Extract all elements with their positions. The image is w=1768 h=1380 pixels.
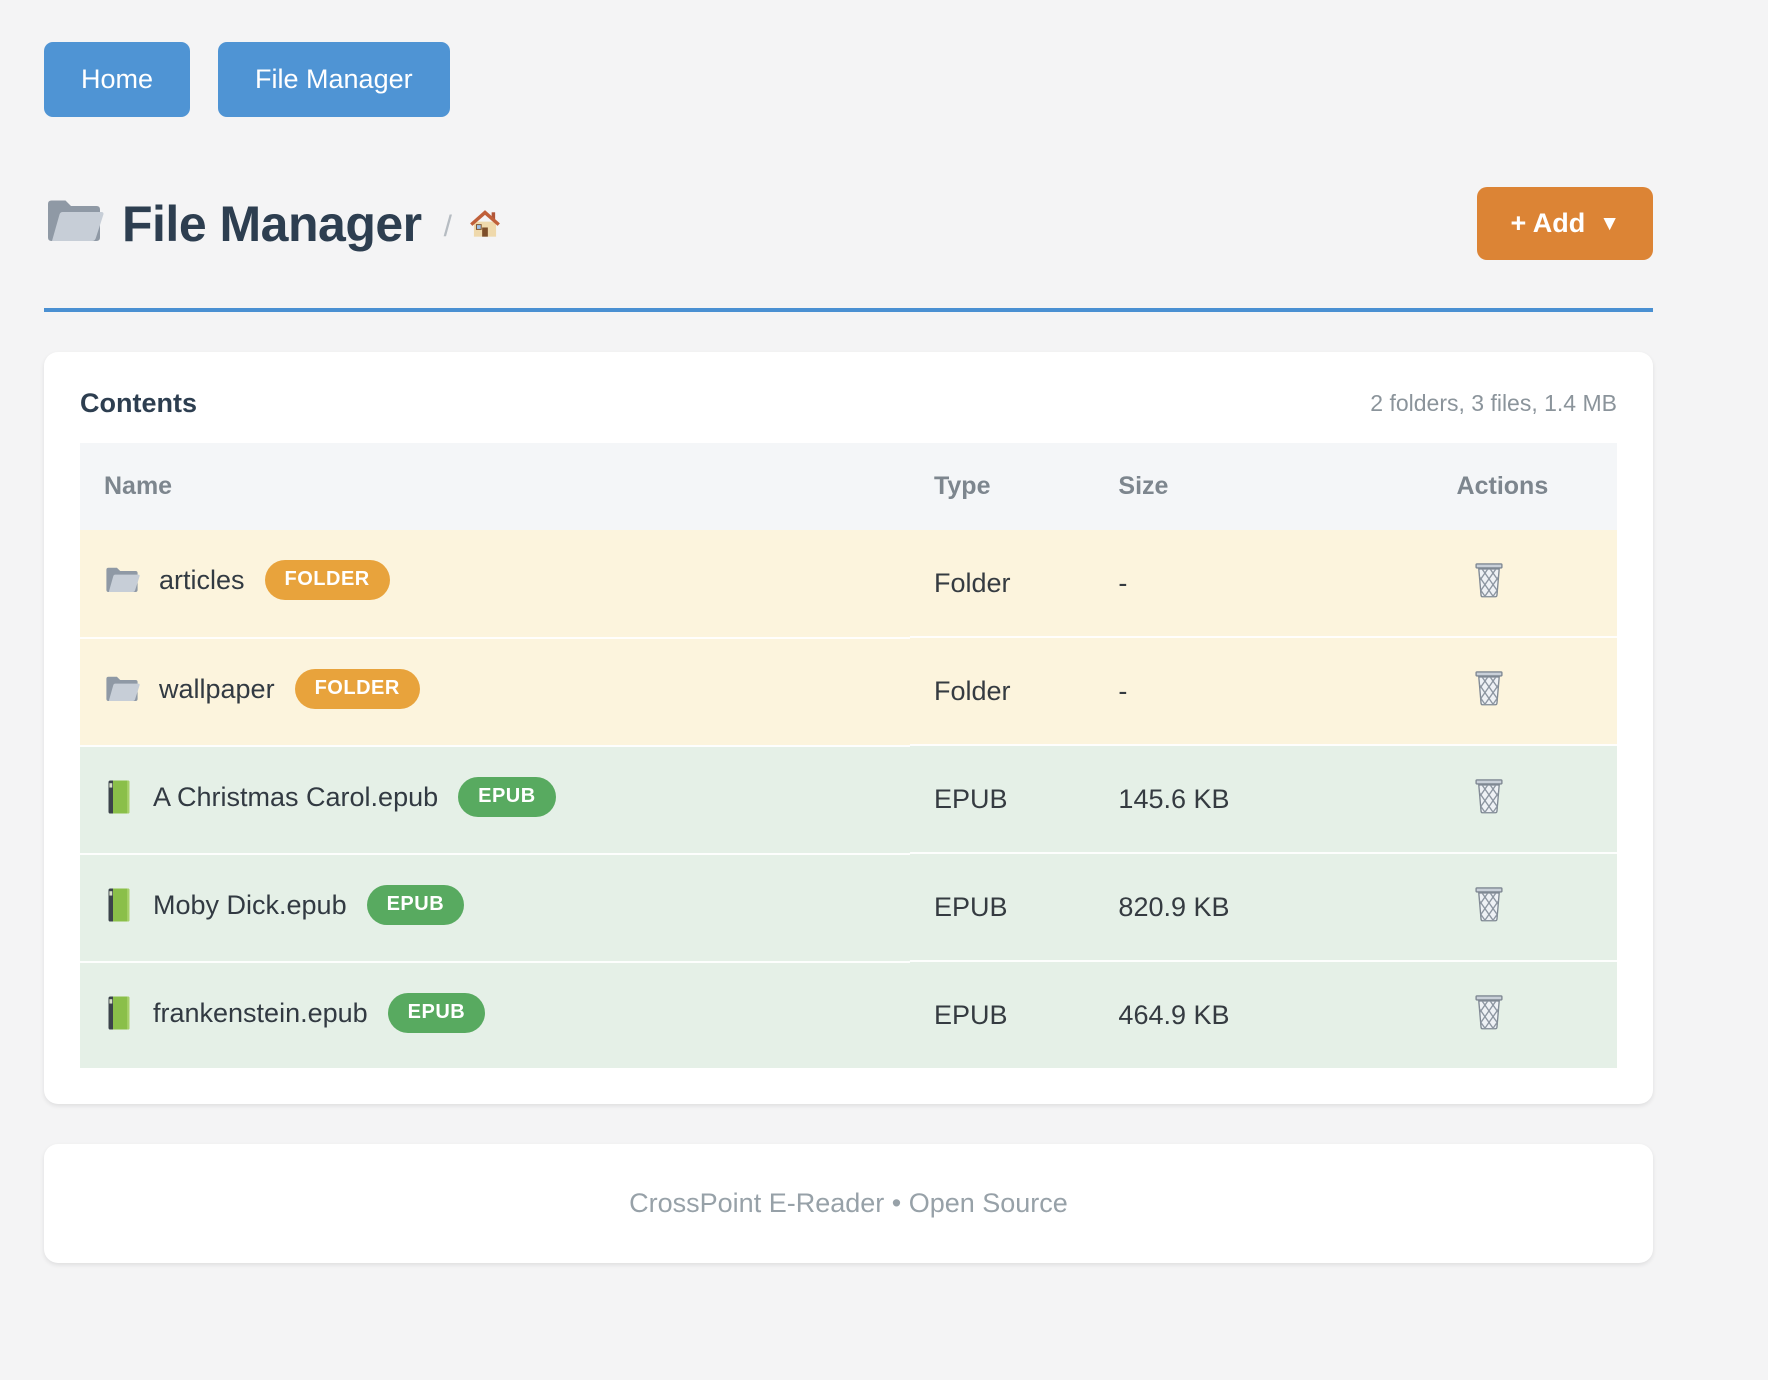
book-icon <box>104 779 134 815</box>
file-size: 145.6 KB <box>1094 744 1433 853</box>
file-name[interactable]: A Christmas Carol.epub <box>153 781 439 812</box>
top-navigation: Home File Manager <box>44 42 1653 117</box>
col-header-size: Size <box>1094 443 1433 530</box>
table-row-moby-dick[interactable]: Moby Dick.epub EPUB EPUB 820.9 KB <box>80 852 1617 961</box>
file-size: 464.9 KB <box>1094 960 1433 1068</box>
table-header-row: Name Type Size Actions <box>80 443 1617 530</box>
book-icon <box>104 887 134 923</box>
add-button[interactable]: + Add ▼ <box>1477 187 1653 260</box>
file-size: 820.9 KB <box>1094 852 1433 961</box>
file-name[interactable]: wallpaper <box>159 673 275 704</box>
file-type: EPUB <box>909 960 1095 1068</box>
table-row-articles[interactable]: articles FOLDER Folder - <box>80 530 1617 637</box>
contents-card: Contents 2 folders, 3 files, 1.4 MB Name… <box>44 352 1653 1104</box>
folder-badge: FOLDER <box>264 560 390 600</box>
folder-icon <box>104 564 140 596</box>
house-icon[interactable] <box>466 205 504 248</box>
file-name[interactable]: articles <box>159 564 245 595</box>
trash-icon[interactable] <box>1471 884 1507 923</box>
file-type: EPUB <box>909 852 1095 961</box>
footer-card: CrossPoint E-Reader • Open Source <box>44 1144 1653 1263</box>
footer-text: CrossPoint E-Reader • Open Source <box>629 1188 1068 1218</box>
epub-badge: EPUB <box>387 993 486 1033</box>
col-header-name: Name <box>80 443 910 530</box>
page-header: File Manager / + Add ▼ <box>44 187 1653 260</box>
title-wrap: File Manager / <box>44 195 504 253</box>
breadcrumb-separator: / <box>443 209 452 243</box>
contents-card-header: Contents 2 folders, 3 files, 1.4 MB <box>80 388 1617 419</box>
col-header-type: Type <box>909 443 1095 530</box>
nav-file-manager-button[interactable]: File Manager <box>218 42 450 117</box>
page: Home File Manager File Manager / + Add ▼… <box>44 0 1653 1263</box>
contents-summary: 2 folders, 3 files, 1.4 MB <box>1370 390 1617 416</box>
trash-icon[interactable] <box>1471 560 1507 599</box>
trash-icon[interactable] <box>1471 776 1507 815</box>
caret-down-icon: ▼ <box>1599 211 1620 235</box>
file-size: - <box>1094 636 1433 745</box>
table-row-christmas-carol[interactable]: A Christmas Carol.epub EPUB EPUB 145.6 K… <box>80 744 1617 853</box>
nav-home-button[interactable]: Home <box>44 42 191 117</box>
file-name[interactable]: Moby Dick.epub <box>153 889 347 920</box>
add-button-label: + Add <box>1510 208 1586 238</box>
page-title: File Manager <box>122 195 422 252</box>
header-divider <box>44 308 1653 312</box>
file-name[interactable]: frankenstein.epub <box>153 997 368 1028</box>
epub-badge: EPUB <box>458 777 556 817</box>
table-row-frankenstein[interactable]: frankenstein.epub EPUB EPUB 464.9 KB <box>80 960 1617 1068</box>
table-row-wallpaper[interactable]: wallpaper FOLDER Folder - <box>80 636 1617 745</box>
trash-icon[interactable] <box>1471 668 1507 707</box>
contents-title: Contents <box>80 388 197 418</box>
file-type: Folder <box>909 636 1095 745</box>
col-header-actions: Actions <box>1432 443 1617 530</box>
file-type: EPUB <box>909 744 1095 853</box>
trash-icon[interactable] <box>1471 992 1507 1031</box>
folder-badge: FOLDER <box>294 669 420 709</box>
file-table: Name Type Size Actions articles FOLDER F… <box>80 443 1617 1068</box>
folder-icon <box>44 196 122 251</box>
file-type: Folder <box>933 567 1011 598</box>
book-icon <box>104 995 134 1031</box>
epub-badge: EPUB <box>366 885 465 925</box>
file-size: - <box>1118 567 1128 598</box>
folder-icon <box>104 673 140 705</box>
